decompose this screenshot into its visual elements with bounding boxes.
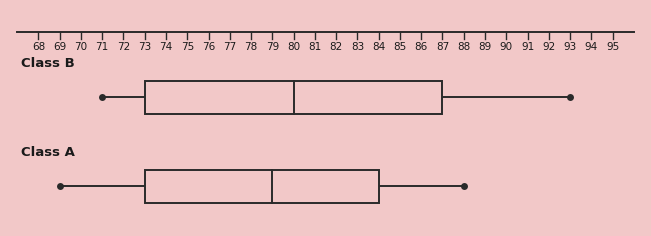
Text: 81: 81: [308, 42, 322, 52]
Text: 87: 87: [436, 42, 449, 52]
Text: 83: 83: [351, 42, 364, 52]
Bar: [145, 81, 443, 114]
Text: 69: 69: [53, 42, 66, 52]
Text: 93: 93: [563, 42, 577, 52]
Text: 78: 78: [244, 42, 258, 52]
Text: 76: 76: [202, 42, 215, 52]
Text: 88: 88: [457, 42, 471, 52]
Text: 73: 73: [138, 42, 152, 52]
Text: 89: 89: [478, 42, 492, 52]
Text: 84: 84: [372, 42, 385, 52]
Text: 94: 94: [585, 42, 598, 52]
Text: 91: 91: [521, 42, 534, 52]
Text: 95: 95: [606, 42, 619, 52]
Text: 85: 85: [393, 42, 407, 52]
Text: Class B: Class B: [21, 57, 75, 70]
Text: 80: 80: [287, 42, 300, 52]
Text: 92: 92: [542, 42, 555, 52]
Text: 74: 74: [159, 42, 173, 52]
Text: 72: 72: [117, 42, 130, 52]
Text: 68: 68: [32, 42, 45, 52]
Text: 82: 82: [329, 42, 343, 52]
Text: 77: 77: [223, 42, 236, 52]
Text: 70: 70: [74, 42, 87, 52]
Text: 71: 71: [96, 42, 109, 52]
Text: 86: 86: [415, 42, 428, 52]
Text: 90: 90: [500, 42, 513, 52]
Text: Class A: Class A: [21, 146, 76, 159]
Bar: [145, 170, 379, 203]
Text: 75: 75: [180, 42, 194, 52]
Text: 79: 79: [266, 42, 279, 52]
